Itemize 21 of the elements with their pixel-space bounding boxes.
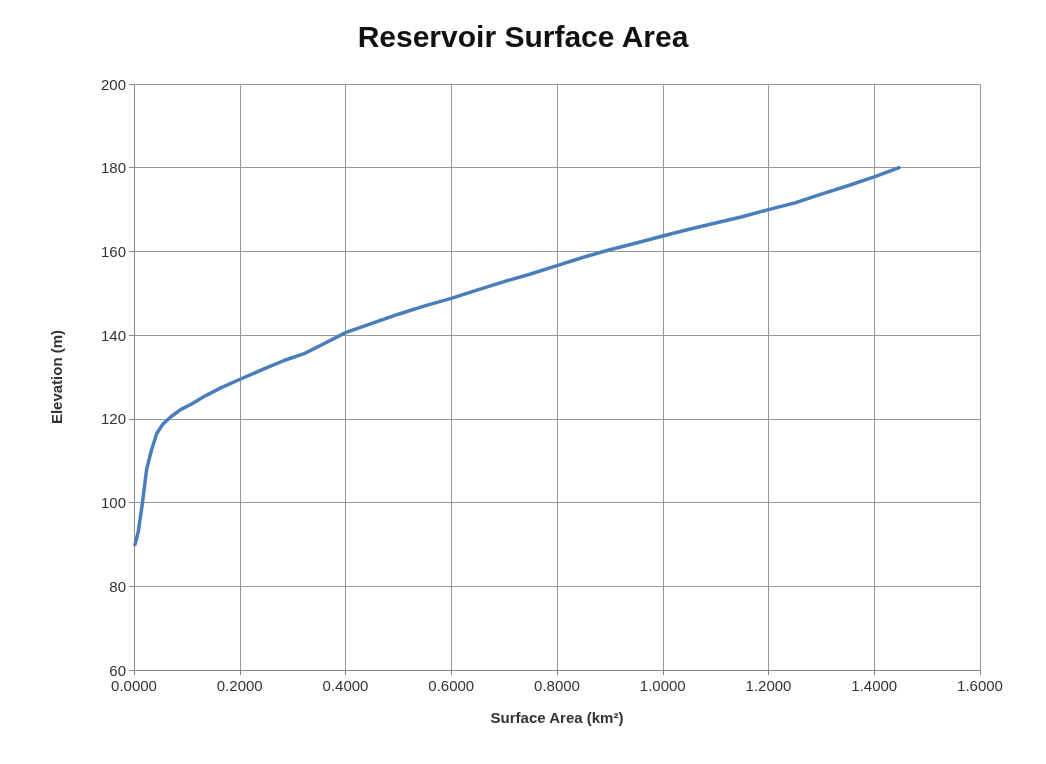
y-tick-label: 180 bbox=[100, 159, 126, 177]
x-tick-label: 0.8000 bbox=[534, 677, 580, 694]
x-tick-label: 0.2000 bbox=[216, 677, 263, 694]
x-tick-label: 0.0000 bbox=[111, 677, 157, 694]
y-tick-label: 200 bbox=[100, 75, 126, 93]
y-axis-title: Elevation (m) bbox=[48, 329, 65, 425]
line-series bbox=[133, 165, 901, 547]
y-tick-label: 60 bbox=[109, 661, 126, 679]
x-tick-label: 0.6000 bbox=[428, 677, 475, 694]
x-axis-title: Surface Area (km²) bbox=[490, 709, 624, 726]
y-tick-label: 120 bbox=[100, 410, 126, 428]
x-tick-label: 0.4000 bbox=[322, 677, 369, 694]
y-tick-label: 80 bbox=[109, 577, 126, 595]
y-tick-label: 100 bbox=[100, 494, 126, 512]
x-tick-label: 1.6000 bbox=[957, 677, 1003, 694]
x-tick-label: 1.0000 bbox=[639, 677, 686, 694]
y-tick-label: 140 bbox=[100, 326, 126, 344]
x-tick-label: 1.2000 bbox=[745, 677, 792, 694]
x-tick-label: 1.4000 bbox=[851, 677, 898, 694]
chart-title: Reservoir Surface Area bbox=[357, 19, 689, 53]
y-tick-label: 160 bbox=[100, 242, 126, 260]
